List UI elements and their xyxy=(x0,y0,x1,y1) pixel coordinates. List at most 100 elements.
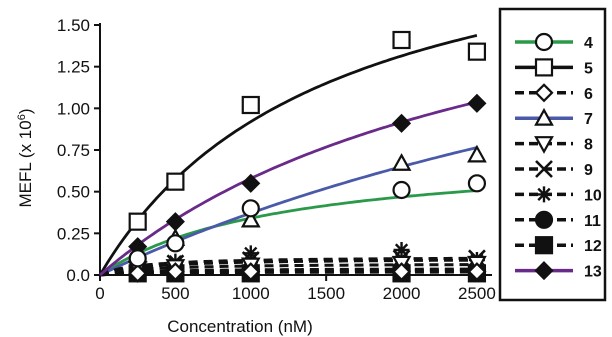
y-tick-label: 1.00 xyxy=(57,99,90,118)
data-point xyxy=(166,234,185,253)
marker-asterisk xyxy=(536,186,552,203)
fit-lines xyxy=(98,34,478,277)
x-tick-label: 0 xyxy=(95,284,104,303)
legend-label: 5 xyxy=(584,60,593,77)
data-point xyxy=(242,245,259,262)
fit-line-series-10 xyxy=(99,256,477,277)
x-tick-label: 500 xyxy=(161,284,189,303)
legend-label: 9 xyxy=(584,162,593,179)
data-point xyxy=(391,153,412,171)
data-point xyxy=(467,93,487,113)
marker-square xyxy=(166,172,185,191)
fit-line-series-11 xyxy=(99,267,477,277)
marker-diamond-open xyxy=(391,262,412,282)
marker-square xyxy=(241,95,260,115)
data-point xyxy=(391,113,412,133)
data-point xyxy=(128,212,147,231)
marker-circle xyxy=(241,199,260,218)
y-tick-label: 0.25 xyxy=(57,224,90,243)
series-5 xyxy=(128,30,487,231)
data-point xyxy=(241,199,260,218)
data-point xyxy=(240,209,261,228)
y-tick-label: 1.25 xyxy=(57,58,90,77)
legend-box xyxy=(498,7,607,302)
legend-item: 11 xyxy=(515,210,601,230)
legend-item: 7 xyxy=(515,107,593,128)
marker-circle xyxy=(166,234,185,253)
marker-circle xyxy=(467,174,487,193)
data-point xyxy=(467,144,487,163)
marker-circle xyxy=(128,249,147,268)
series-4 xyxy=(128,174,487,268)
legend-label: 11 xyxy=(584,213,601,230)
legend-item: 13 xyxy=(515,261,602,281)
data-point xyxy=(165,262,185,282)
legend-item: 6 xyxy=(515,83,593,103)
marker-diamond-open xyxy=(128,263,148,283)
legend-item: 9 xyxy=(515,160,593,179)
data-point xyxy=(393,242,410,258)
x-tick-label: 1000 xyxy=(232,284,270,303)
marker-x xyxy=(535,160,553,178)
fit-line-series-4 xyxy=(99,189,478,277)
marker-circle-filled xyxy=(534,210,554,229)
axes: 0 500 1000 1500 2000 2500 0.0 0.25 0.50 0.75 1.00 1… xyxy=(57,16,496,303)
series-6 xyxy=(128,262,487,283)
marker-diamond-open xyxy=(241,262,261,282)
legend-item: 5 xyxy=(515,58,593,77)
legend-item: 10 xyxy=(515,186,602,204)
marker-diamond-filled xyxy=(391,113,412,133)
legend-label: 13 xyxy=(584,264,602,281)
legend-label: 12 xyxy=(584,238,602,255)
y-tick-label: 0.50 xyxy=(57,183,90,202)
marker-diamond-filled xyxy=(241,173,261,193)
marker-circle xyxy=(392,180,411,200)
legend: 4 5 6 7 8 9 10 11 12 13 xyxy=(498,7,607,302)
marker-square xyxy=(467,42,487,61)
data-point xyxy=(128,249,147,268)
fit-line-series-9 xyxy=(99,258,477,277)
marker-triangle-up xyxy=(391,153,412,171)
marker-square-filled xyxy=(534,236,554,255)
data-point xyxy=(467,42,487,61)
legend-label: 6 xyxy=(584,86,593,103)
legend-item: 12 xyxy=(515,236,602,255)
y-axis-title: MEFL (x 106) xyxy=(16,108,35,207)
y-axis-title-main: MEFL (x 10 xyxy=(16,120,35,207)
marker-asterisk xyxy=(393,242,410,258)
marker-square xyxy=(128,212,147,231)
marker-asterisk xyxy=(242,245,259,262)
data-markers xyxy=(127,30,487,283)
y-tick-label: 0.75 xyxy=(57,141,90,160)
marker-diamond-filled xyxy=(467,93,487,113)
fit-line-series-13 xyxy=(99,100,478,277)
marker-diamond-open xyxy=(467,262,487,282)
marker-triangle-up xyxy=(534,107,554,126)
marker-triangle-up xyxy=(467,144,487,163)
data-point xyxy=(241,173,261,193)
x-tick-label: 2000 xyxy=(383,284,421,303)
fit-line-series-8 xyxy=(99,263,477,277)
data-point xyxy=(128,263,148,283)
marker-circle xyxy=(534,32,554,52)
fit-line-series-7 xyxy=(99,146,478,277)
y-tick-label: 1.50 xyxy=(57,16,90,35)
x-tick-label: 1500 xyxy=(307,284,345,303)
x-axis-title: Concentration (nM) xyxy=(167,317,313,336)
data-point xyxy=(392,30,411,50)
data-point xyxy=(166,172,185,191)
legend-label: 10 xyxy=(584,187,602,204)
legend-label: 7 xyxy=(584,111,593,128)
data-point xyxy=(467,262,487,282)
marker-diamond-open xyxy=(165,262,185,282)
marker-diamond-filled xyxy=(534,261,554,281)
fit-line-series-5 xyxy=(98,34,478,276)
y-tick-label: 0.0 xyxy=(66,266,90,285)
marker-triangle-up xyxy=(240,209,261,228)
marker-square xyxy=(392,30,411,50)
data-point xyxy=(241,262,261,282)
data-point xyxy=(392,180,411,200)
legend-item: 4 xyxy=(515,32,593,52)
fit-line-series-12 xyxy=(99,270,477,277)
